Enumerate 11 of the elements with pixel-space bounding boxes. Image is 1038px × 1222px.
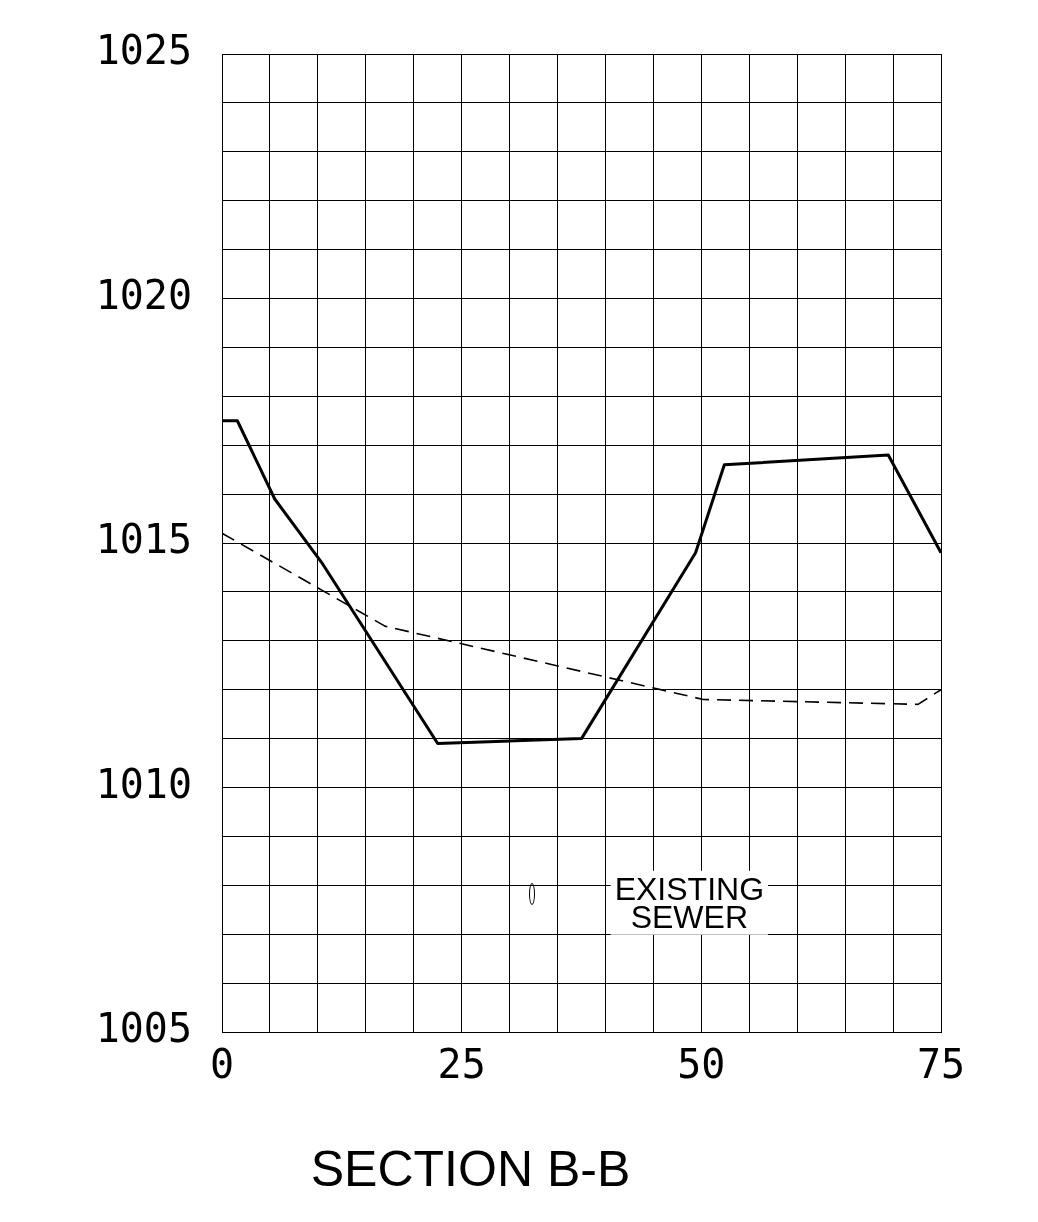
y-tick-label: 1005 bbox=[95, 1005, 192, 1052]
x-tick-label: 0 bbox=[209, 1041, 235, 1088]
y-tick-label: 1010 bbox=[95, 760, 192, 807]
annotation: EXISTING SEWER bbox=[614, 870, 765, 935]
y-tick-label: 1020 bbox=[95, 271, 192, 318]
text: SECTION B-B bbox=[310, 1140, 631, 1197]
x-tick-label: 25 bbox=[437, 1041, 486, 1088]
y-tick-label: 1025 bbox=[95, 27, 192, 74]
x-tick-label: 75 bbox=[916, 1041, 966, 1088]
y-tick-label: 1015 bbox=[95, 516, 192, 563]
x-tick-label: 50 bbox=[677, 1041, 726, 1088]
